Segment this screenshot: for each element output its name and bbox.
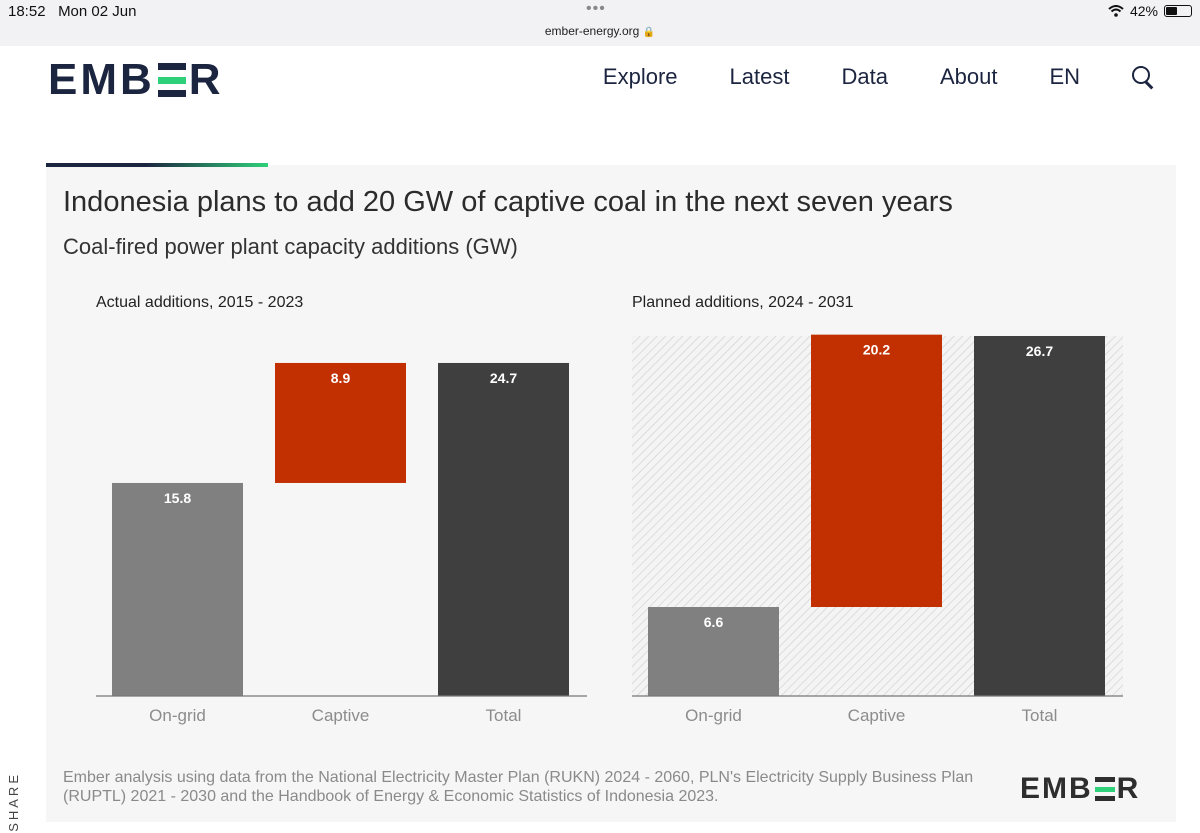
date: Mon 02 Jun: [58, 3, 137, 20]
nav-explore[interactable]: Explore: [602, 64, 678, 89]
clock: 18:52: [8, 3, 46, 20]
bar-0-total[interactable]: [438, 362, 569, 696]
footer-logo-text-right: R: [1116, 772, 1141, 805]
logo-text-right: R: [188, 55, 224, 104]
share-button[interactable]: SHARE: [6, 772, 21, 832]
battery-icon: [1164, 5, 1192, 17]
status-time: 18:52 Mon 02 Jun: [8, 3, 136, 20]
footer-logo-text-left: EMB: [1020, 772, 1093, 805]
bar-0-on-grid[interactable]: [112, 482, 243, 696]
nav-language[interactable]: EN: [1049, 64, 1080, 89]
chart-title: Indonesia plans to add 20 GW of captive …: [63, 186, 953, 218]
footer-logo-e-mark: [1094, 777, 1115, 801]
panel-title-0: Actual additions, 2015 - 2023: [96, 294, 303, 311]
data-label-1-on-grid: 6.6: [704, 614, 724, 630]
tick-label-0-total: Total: [486, 706, 522, 725]
source-note: Ember analysis using data from the Natio…: [63, 769, 974, 805]
tick-label-1-total: Total: [1022, 706, 1058, 725]
ember-logo[interactable]: EMB R: [48, 55, 224, 104]
data-label-0-on-grid: 15.8: [164, 490, 191, 506]
data-label-1-captive: 20.2: [863, 342, 890, 358]
data-label-0-captive: 8.9: [331, 370, 351, 386]
url-text: ember-energy.org: [544, 24, 640, 38]
logo-text-left: EMB: [48, 55, 155, 104]
address-bar[interactable]: ember-energy.org 🔒: [0, 24, 1200, 38]
nav-about[interactable]: About: [939, 64, 998, 89]
panel-title-1: Planned additions, 2024 - 2031: [632, 294, 854, 311]
status-right: 42%: [1108, 3, 1192, 19]
bar-0-captive[interactable]: [275, 362, 406, 483]
lock-icon: 🔒: [642, 27, 656, 38]
tick-label-0-on-grid: On-grid: [149, 706, 206, 725]
data-label-1-total: 26.7: [1026, 343, 1053, 359]
search-icon[interactable]: [1132, 66, 1154, 88]
bar-1-on-grid[interactable]: [648, 607, 779, 696]
tick-label-0-captive: Captive: [312, 706, 370, 725]
bar-1-captive[interactable]: [811, 334, 942, 608]
battery-percent: 42%: [1129, 3, 1158, 19]
main-nav: Explore Latest Data About EN: [551, 64, 1154, 90]
more-dots-icon[interactable]: •••: [586, 0, 606, 17]
status-bar: 18:52 Mon 02 Jun ••• ember-energy.org 🔒 …: [0, 0, 1200, 46]
nav-data[interactable]: Data: [841, 64, 888, 89]
logo-e-mark: [157, 63, 186, 97]
accent-line: [46, 163, 268, 167]
wifi-icon: [1108, 5, 1124, 17]
footer-ember-logo: EMB R: [1020, 772, 1140, 806]
data-label-0-total: 24.7: [490, 370, 517, 386]
tick-label-1-on-grid: On-grid: [685, 706, 742, 725]
nav-latest[interactable]: Latest: [729, 64, 790, 89]
bar-1-total[interactable]: [974, 336, 1105, 696]
tick-label-1-captive: Captive: [848, 706, 906, 725]
chart-subtitle: Coal-fired power plant capacity addition…: [63, 234, 518, 259]
